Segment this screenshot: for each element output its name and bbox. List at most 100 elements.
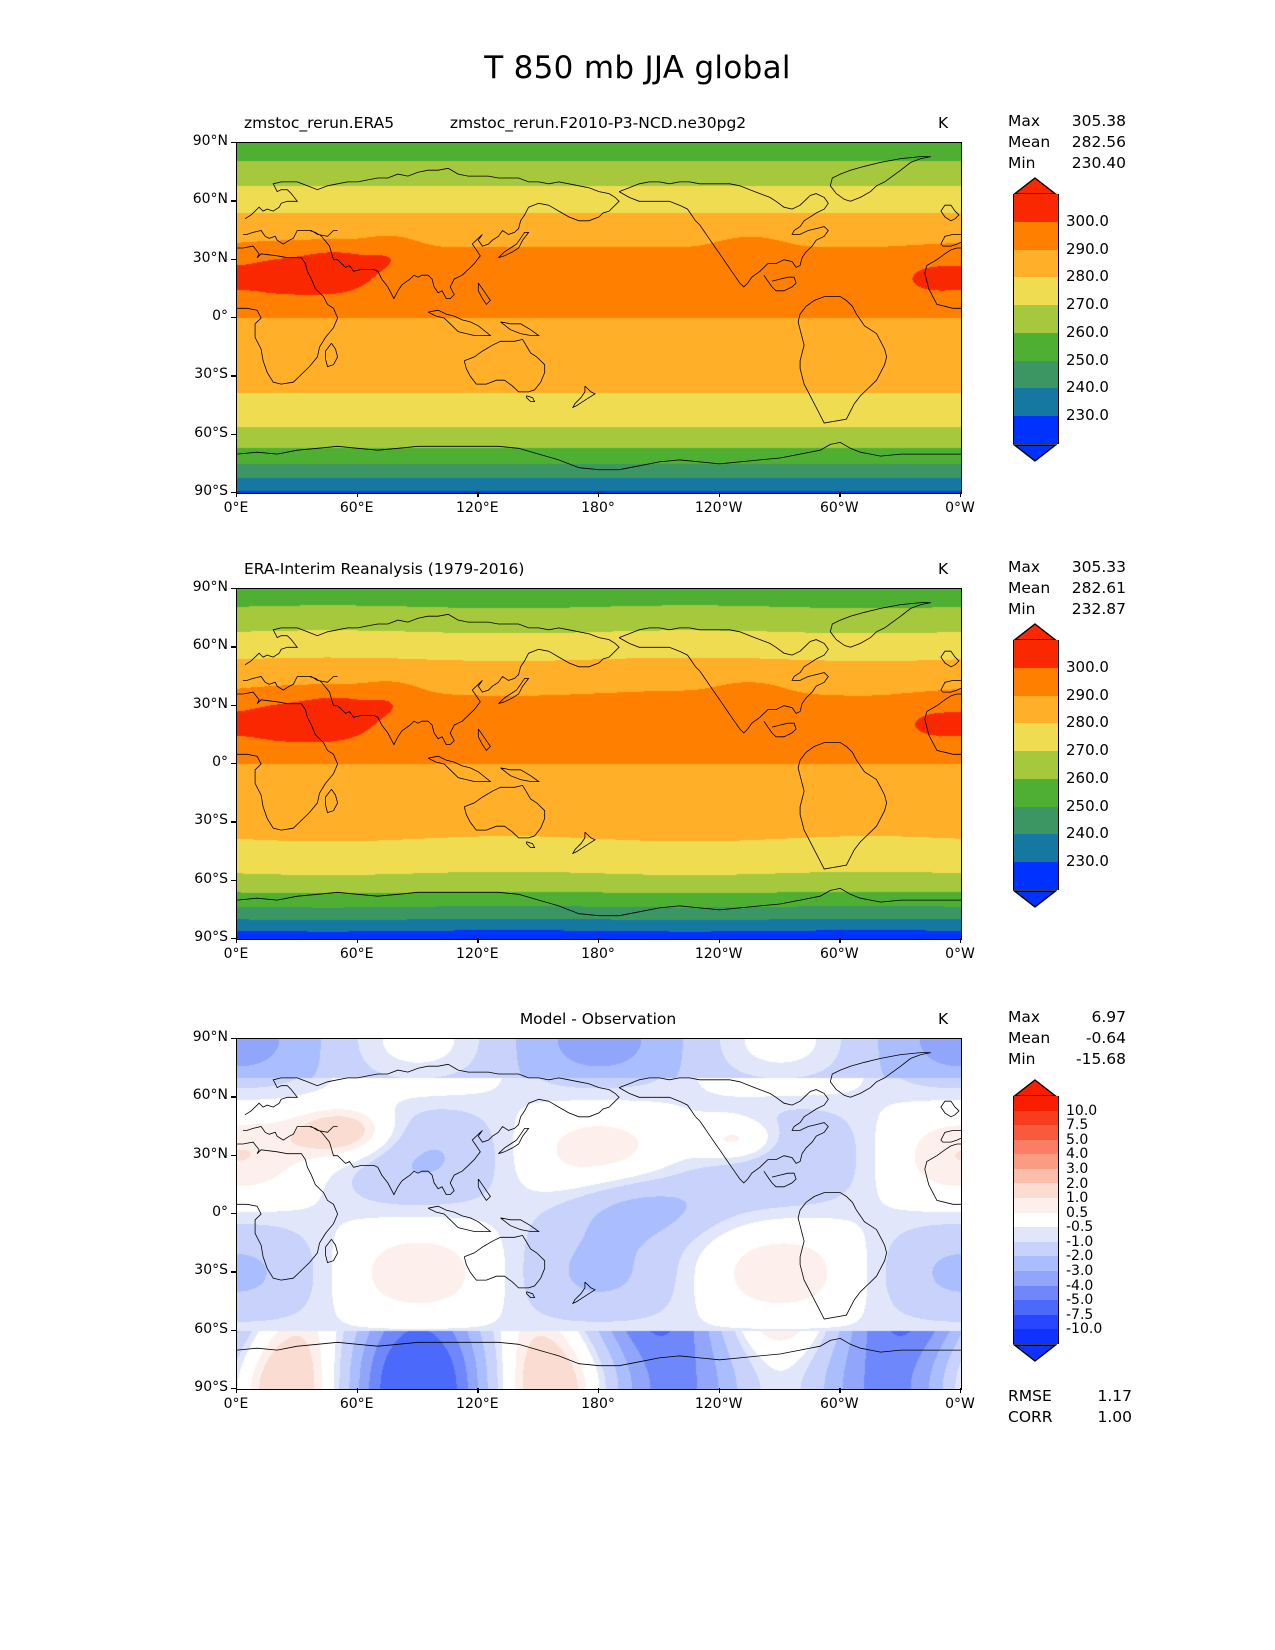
stat-label: Mean [1008, 133, 1051, 151]
ytick-label: 30°N [192, 695, 228, 712]
ytick-mark [231, 879, 236, 882]
ytick-label: 60°S [194, 1320, 228, 1337]
colorbar-tick-label: 230.0 [1066, 852, 1109, 871]
colorbar-difference[interactable] [1013, 1096, 1059, 1344]
map-observation[interactable] [236, 588, 962, 940]
colorbar-segment [1013, 1154, 1059, 1169]
colorbar-tick-label: 10.0 [1066, 1102, 1098, 1119]
ytick-label: 30°S [194, 366, 228, 383]
ytick-mark [231, 938, 236, 940]
xtick-mark [960, 1388, 962, 1393]
colorbar-segment [1013, 1270, 1059, 1286]
coastlines [237, 156, 961, 471]
colorbar-tick-label: 3.0 [1066, 1160, 1089, 1177]
map-model[interactable] [236, 142, 962, 494]
stat-value: 305.33 [1071, 558, 1126, 576]
xtick-label: 0°W [945, 946, 975, 962]
ytick-label: 60°S [194, 870, 228, 887]
colorbar-tick-label: 290.0 [1066, 685, 1109, 704]
colorbar-segment [1013, 778, 1059, 807]
ytick-mark [231, 375, 236, 377]
stat-label: Max [1008, 112, 1041, 130]
colorbar-model-labels: 300.0 290.0 280.0 270.0 260.0 250.0 240.0 230.0 [1066, 194, 1156, 444]
ytick-label: 60°S [194, 424, 228, 441]
panel-difference-title-center: Model - Observation [519, 1010, 677, 1028]
colorbar-segment [1013, 249, 1059, 278]
colorbar-segment [1013, 1300, 1059, 1315]
coastlines [237, 602, 961, 917]
colorbar-tick-label: 250.0 [1066, 350, 1109, 369]
colorbar-segment [1013, 1227, 1059, 1242]
stat-label: Max [1008, 1008, 1041, 1026]
stat-value: 232.87 [1071, 600, 1126, 618]
ytick-mark [231, 1038, 236, 1040]
ytick-label: 90°S [194, 929, 228, 945]
colorbar-segment [1013, 834, 1059, 863]
xtick-label: 180° [581, 500, 615, 516]
colorbar-segment [1013, 751, 1059, 779]
xtick-mark [718, 1388, 721, 1393]
colorbar-segment [1013, 1256, 1059, 1271]
panel-observation-title-left: ERA-Interim Reanalysis (1979-2016) [244, 560, 525, 578]
colorbar-segment [1013, 640, 1059, 668]
xtick-label: 120°E [456, 500, 499, 516]
xtick-label: 0°E [223, 1396, 249, 1412]
colorbar-difference-cap-bottom [1013, 1343, 1057, 1362]
xtick-label: 120°E [456, 1396, 499, 1412]
ytick-mark [231, 258, 236, 261]
panel-observation-unit: K [938, 560, 949, 578]
ytick-mark [231, 646, 236, 648]
ytick-mark [231, 492, 236, 494]
colorbar-tick-label: -4.0 [1066, 1277, 1094, 1294]
colorbar-segment [1013, 1314, 1059, 1330]
colorbar-observation-cap-top [1013, 623, 1057, 641]
xtick-label: 120°W [694, 500, 743, 516]
colorbar-tick-label: 300.0 [1066, 211, 1109, 230]
score-label: CORR [1008, 1408, 1053, 1426]
ytick-mark [231, 1096, 236, 1098]
stat-value: 282.56 [1071, 133, 1126, 151]
xtick-mark [598, 938, 600, 943]
colorbar-tick-label: 230.0 [1066, 406, 1109, 425]
colorbar-tick-label: 290.0 [1066, 239, 1109, 258]
stat-value: 282.61 [1071, 579, 1126, 597]
map-difference[interactable] [236, 1038, 962, 1390]
panel-model-title-left: zmstoc_rerun.ERA5 [244, 114, 395, 132]
xtick-mark [839, 492, 841, 497]
colorbar-segment [1013, 388, 1059, 417]
ytick-label: 30°S [194, 812, 228, 829]
colorbar-segment [1013, 416, 1059, 444]
xtick-mark [356, 938, 359, 943]
score-value: 1.00 [1097, 1408, 1132, 1426]
colorbar-model-cap-top [1013, 177, 1057, 195]
xtick-label: 0°E [223, 946, 249, 962]
ytick-label: 90°N [192, 579, 228, 595]
colorbar-observation[interactable] [1013, 640, 1059, 890]
colorbar-segment [1013, 1241, 1059, 1257]
colorbar-tick-label: -7.5 [1066, 1306, 1094, 1323]
ytick-mark [231, 588, 236, 590]
colorbar-model[interactable] [1013, 194, 1059, 444]
colorbar-segment [1013, 695, 1059, 724]
xtick-mark [960, 938, 962, 943]
panel-model-title-center: zmstoc_rerun.F2010-P3-NCD.ne30pg2 [449, 114, 747, 132]
xtick-mark [236, 1388, 238, 1393]
colorbar-tick-label: -5.0 [1066, 1292, 1094, 1309]
ytick-label: 60°N [192, 191, 228, 208]
xtick-mark [236, 938, 238, 943]
xtick-label: 60°W [819, 1396, 859, 1412]
xtick-mark [598, 492, 600, 497]
xtick-label: 60°E [339, 1396, 374, 1412]
colorbar-tick-label: 270.0 [1066, 741, 1109, 760]
stat-label: Max [1008, 558, 1041, 576]
xtick-mark [477, 1388, 479, 1393]
ytick-mark [231, 433, 236, 436]
colorbar-segment [1013, 1329, 1059, 1344]
stat-label: Mean [1008, 1029, 1051, 1047]
xtick-label: 0°W [945, 500, 975, 516]
colorbar-segment [1013, 667, 1059, 696]
colorbar-segment [1013, 221, 1059, 250]
colorbar-tick-label: 250.0 [1066, 796, 1109, 815]
colorbar-model-cap-bottom [1013, 443, 1057, 462]
ytick-label: 90°S [194, 1379, 228, 1395]
